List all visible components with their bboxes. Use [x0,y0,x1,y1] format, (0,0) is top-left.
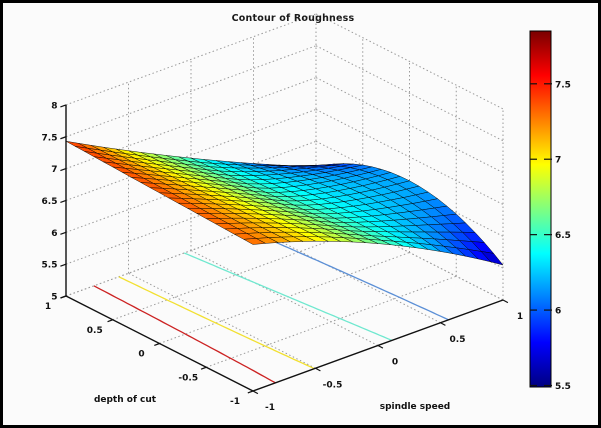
x-tick [154,342,160,346]
z-tick [60,263,67,267]
z-tick [60,136,67,140]
x-tick-label: 0.5 [87,326,103,336]
x-tick-label: 1 [45,302,51,312]
y-tick-label: 1 [517,312,523,322]
y-tick-label: 0 [392,358,398,368]
grid-line [65,172,317,265]
z-tick [60,104,67,108]
grid-line [65,13,317,106]
grid-line [65,108,317,201]
y-tick [377,344,384,349]
tick-labels: 5 5.5 6 6.5 7 7.5 8 1 0.5 0 -0.5 -1 -1 -0.5 0 0.5 1 [42,101,524,413]
grid-line [315,109,504,205]
floor-contours [93,229,449,384]
y-tick-label: -0.5 [323,380,343,390]
y-tick [252,390,259,395]
colorbar: 7.5 7 6.5 6 5.5 [529,30,571,392]
x-tick-label: -1 [230,397,240,407]
grid-line [253,227,441,324]
y-tick-label: 0.5 [450,335,466,345]
y-tick [315,367,321,372]
z-tick-label: 5 [51,293,57,303]
grid-line [315,77,504,174]
z-tick [60,231,67,235]
x-tick [107,319,113,323]
x-tick [60,295,67,299]
x-axis-label: depth of cut [93,395,157,405]
z-tick-label: 7.5 [42,133,58,143]
z-tick-label: 6 [51,229,57,239]
colorbar-tick-label: 5.5 [555,382,571,392]
colorbar-tick-label: 7 [555,156,561,166]
colorbar-gradient [529,30,552,388]
grid-line [315,13,504,110]
contour-line-level-6.5 [183,252,393,342]
y-tick [440,322,446,326]
chart-title: Contour of Roughness [231,13,355,24]
colorbar-tick-label: 7.5 [555,80,571,90]
plot-canvas: 5 5.5 6 6.5 7 7.5 8 1 0.5 0 -0.5 -1 -1 -0.5 0 0.5 1 7.5 7 6… [42,13,571,413]
x-tick-label: -0.5 [178,373,198,383]
surface-quad [243,238,266,245]
z-tick [60,199,67,204]
grid-line [65,45,317,138]
z-tick-label: 5.5 [42,261,58,271]
grid-line [315,204,504,301]
grid-line [315,45,504,142]
z-tick [60,168,67,172]
z-tick-label: 7 [51,165,57,175]
grid-line [190,250,379,346]
y-tick [502,299,509,304]
colorbar-tick-label: 6.5 [555,231,571,241]
contour-line-level-7 [118,276,315,370]
surface-mesh [65,140,504,266]
z-tick-label: 6.5 [42,197,58,207]
x-tick [200,366,207,370]
colorbar-tick-label: 6 [555,307,561,317]
x-tick-label: 0 [138,350,144,360]
y-tick-label: -1 [265,403,275,413]
x-tick [247,390,254,394]
z-tick-label: 8 [51,101,57,111]
y-axis-label: spindle speed [379,402,451,412]
grid-line [65,204,317,297]
contour-line-level-6.05 [247,229,449,321]
grid-line [128,272,316,369]
contour-line-level-7.2 [93,285,276,384]
